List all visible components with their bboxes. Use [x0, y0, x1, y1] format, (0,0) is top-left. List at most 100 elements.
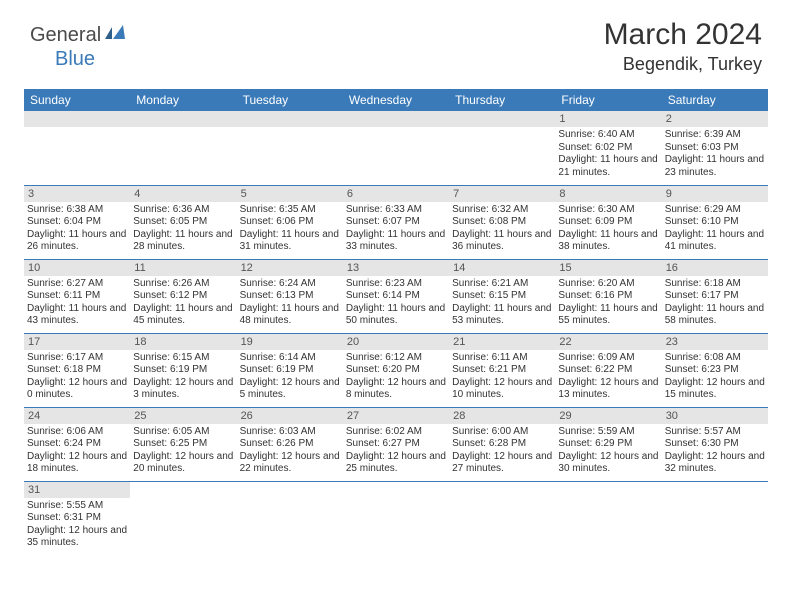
day-details: Sunrise: 6:32 AMSunset: 6:08 PMDaylight:… — [449, 202, 555, 257]
calendar-cell — [555, 481, 661, 555]
calendar-row: 1Sunrise: 6:40 AMSunset: 6:02 PMDaylight… — [24, 111, 768, 185]
day-details: Sunrise: 6:09 AMSunset: 6:22 PMDaylight:… — [555, 350, 661, 405]
day-details: Sunrise: 6:18 AMSunset: 6:17 PMDaylight:… — [662, 276, 768, 331]
day-number: 3 — [24, 186, 130, 202]
day-details: Sunrise: 5:59 AMSunset: 6:29 PMDaylight:… — [555, 424, 661, 479]
day-details: Sunrise: 6:36 AMSunset: 6:05 PMDaylight:… — [130, 202, 236, 257]
day-details: Sunrise: 6:23 AMSunset: 6:14 PMDaylight:… — [343, 276, 449, 331]
calendar-cell: 1Sunrise: 6:40 AMSunset: 6:02 PMDaylight… — [555, 111, 661, 185]
day-details: Sunrise: 6:14 AMSunset: 6:19 PMDaylight:… — [237, 350, 343, 405]
calendar-cell — [343, 111, 449, 185]
calendar-cell: 9Sunrise: 6:29 AMSunset: 6:10 PMDaylight… — [662, 185, 768, 259]
calendar-header-row: SundayMondayTuesdayWednesdayThursdayFrid… — [24, 89, 768, 111]
calendar-cell: 29Sunrise: 5:59 AMSunset: 6:29 PMDayligh… — [555, 407, 661, 481]
day-details: Sunrise: 6:11 AMSunset: 6:21 PMDaylight:… — [449, 350, 555, 405]
day-number: 2 — [662, 111, 768, 127]
day-details: Sunrise: 6:39 AMSunset: 6:03 PMDaylight:… — [662, 127, 768, 182]
empty-daynum — [449, 111, 555, 127]
day-number: 29 — [555, 408, 661, 424]
weekday-header: Saturday — [662, 89, 768, 111]
calendar-cell: 31Sunrise: 5:55 AMSunset: 6:31 PMDayligh… — [24, 481, 130, 555]
day-details: Sunrise: 6:03 AMSunset: 6:26 PMDaylight:… — [237, 424, 343, 479]
location: Begendik, Turkey — [604, 54, 762, 75]
empty-daynum — [130, 111, 236, 127]
calendar-cell — [237, 111, 343, 185]
calendar-cell: 30Sunrise: 5:57 AMSunset: 6:30 PMDayligh… — [662, 407, 768, 481]
day-details: Sunrise: 5:57 AMSunset: 6:30 PMDaylight:… — [662, 424, 768, 479]
day-number: 13 — [343, 260, 449, 276]
day-number: 22 — [555, 334, 661, 350]
day-details: Sunrise: 6:12 AMSunset: 6:20 PMDaylight:… — [343, 350, 449, 405]
day-number: 25 — [130, 408, 236, 424]
weekday-header: Thursday — [449, 89, 555, 111]
day-details: Sunrise: 6:24 AMSunset: 6:13 PMDaylight:… — [237, 276, 343, 331]
calendar-cell: 18Sunrise: 6:15 AMSunset: 6:19 PMDayligh… — [130, 333, 236, 407]
calendar-cell: 28Sunrise: 6:00 AMSunset: 6:28 PMDayligh… — [449, 407, 555, 481]
day-number: 21 — [449, 334, 555, 350]
calendar-cell: 4Sunrise: 6:36 AMSunset: 6:05 PMDaylight… — [130, 185, 236, 259]
calendar-cell: 6Sunrise: 6:33 AMSunset: 6:07 PMDaylight… — [343, 185, 449, 259]
day-details: Sunrise: 6:15 AMSunset: 6:19 PMDaylight:… — [130, 350, 236, 405]
calendar-cell — [449, 481, 555, 555]
day-details: Sunrise: 6:08 AMSunset: 6:23 PMDaylight:… — [662, 350, 768, 405]
day-details: Sunrise: 6:00 AMSunset: 6:28 PMDaylight:… — [449, 424, 555, 479]
day-number: 27 — [343, 408, 449, 424]
day-number: 10 — [24, 260, 130, 276]
day-details: Sunrise: 6:33 AMSunset: 6:07 PMDaylight:… — [343, 202, 449, 257]
title-block: March 2024 Begendik, Turkey — [604, 18, 762, 75]
calendar-cell — [24, 111, 130, 185]
calendar-cell: 21Sunrise: 6:11 AMSunset: 6:21 PMDayligh… — [449, 333, 555, 407]
day-details: Sunrise: 6:35 AMSunset: 6:06 PMDaylight:… — [237, 202, 343, 257]
empty-daynum — [24, 111, 130, 127]
calendar-cell: 19Sunrise: 6:14 AMSunset: 6:19 PMDayligh… — [237, 333, 343, 407]
day-number: 5 — [237, 186, 343, 202]
calendar-cell: 27Sunrise: 6:02 AMSunset: 6:27 PMDayligh… — [343, 407, 449, 481]
day-details: Sunrise: 6:06 AMSunset: 6:24 PMDaylight:… — [24, 424, 130, 479]
day-details: Sunrise: 6:38 AMSunset: 6:04 PMDaylight:… — [24, 202, 130, 257]
weekday-header: Sunday — [24, 89, 130, 111]
day-details: Sunrise: 6:05 AMSunset: 6:25 PMDaylight:… — [130, 424, 236, 479]
day-number: 6 — [343, 186, 449, 202]
day-number: 8 — [555, 186, 661, 202]
logo-text-blue-wrap: Blue — [55, 48, 95, 71]
weekday-header: Friday — [555, 89, 661, 111]
calendar-cell: 23Sunrise: 6:08 AMSunset: 6:23 PMDayligh… — [662, 333, 768, 407]
logo-text-general: General — [30, 24, 101, 47]
day-number: 17 — [24, 334, 130, 350]
calendar-cell — [130, 481, 236, 555]
day-number: 20 — [343, 334, 449, 350]
calendar-cell — [343, 481, 449, 555]
weekday-header: Monday — [130, 89, 236, 111]
calendar-cell: 13Sunrise: 6:23 AMSunset: 6:14 PMDayligh… — [343, 259, 449, 333]
calendar-body: 1Sunrise: 6:40 AMSunset: 6:02 PMDaylight… — [24, 111, 768, 555]
day-details: Sunrise: 6:27 AMSunset: 6:11 PMDaylight:… — [24, 276, 130, 331]
calendar-row: 31Sunrise: 5:55 AMSunset: 6:31 PMDayligh… — [24, 481, 768, 555]
calendar-row: 17Sunrise: 6:17 AMSunset: 6:18 PMDayligh… — [24, 333, 768, 407]
calendar-cell — [237, 481, 343, 555]
logo-text-blue: Blue — [55, 48, 95, 70]
calendar-cell: 7Sunrise: 6:32 AMSunset: 6:08 PMDaylight… — [449, 185, 555, 259]
day-number: 23 — [662, 334, 768, 350]
calendar-cell: 2Sunrise: 6:39 AMSunset: 6:03 PMDaylight… — [662, 111, 768, 185]
day-details: Sunrise: 6:26 AMSunset: 6:12 PMDaylight:… — [130, 276, 236, 331]
calendar-row: 10Sunrise: 6:27 AMSunset: 6:11 PMDayligh… — [24, 259, 768, 333]
day-details: Sunrise: 5:55 AMSunset: 6:31 PMDaylight:… — [24, 498, 130, 553]
calendar-cell: 25Sunrise: 6:05 AMSunset: 6:25 PMDayligh… — [130, 407, 236, 481]
day-number: 19 — [237, 334, 343, 350]
header: General March 2024 Begendik, Turkey — [0, 0, 792, 83]
day-number: 26 — [237, 408, 343, 424]
day-details: Sunrise: 6:21 AMSunset: 6:15 PMDaylight:… — [449, 276, 555, 331]
day-number: 16 — [662, 260, 768, 276]
calendar-cell: 11Sunrise: 6:26 AMSunset: 6:12 PMDayligh… — [130, 259, 236, 333]
calendar-cell: 24Sunrise: 6:06 AMSunset: 6:24 PMDayligh… — [24, 407, 130, 481]
logo: General — [30, 24, 129, 47]
calendar-cell: 5Sunrise: 6:35 AMSunset: 6:06 PMDaylight… — [237, 185, 343, 259]
calendar-cell: 14Sunrise: 6:21 AMSunset: 6:15 PMDayligh… — [449, 259, 555, 333]
calendar-cell: 17Sunrise: 6:17 AMSunset: 6:18 PMDayligh… — [24, 333, 130, 407]
empty-daynum — [237, 111, 343, 127]
day-number: 9 — [662, 186, 768, 202]
day-details: Sunrise: 6:29 AMSunset: 6:10 PMDaylight:… — [662, 202, 768, 257]
month-title: March 2024 — [604, 18, 762, 52]
day-number: 31 — [24, 482, 130, 498]
day-number: 11 — [130, 260, 236, 276]
